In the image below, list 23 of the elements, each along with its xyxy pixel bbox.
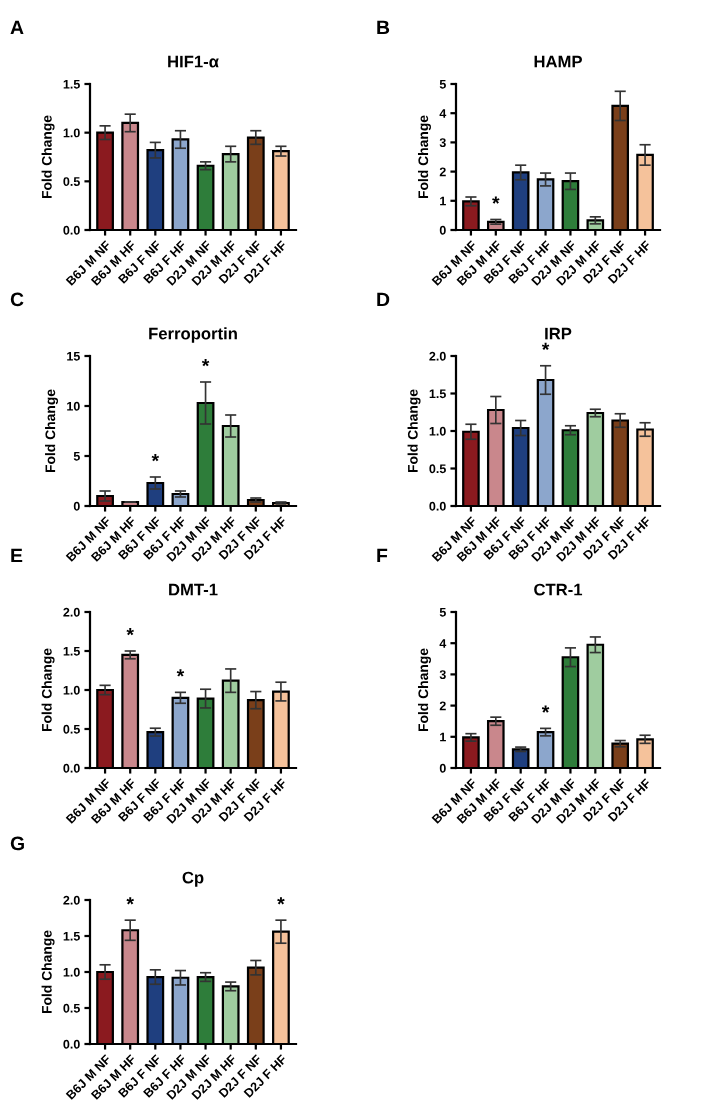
chart-title: CTR-1 xyxy=(534,583,583,596)
text: C xyxy=(10,292,24,307)
text: E xyxy=(11,548,23,563)
annotation: * xyxy=(126,897,134,905)
text: A xyxy=(10,20,24,35)
annotation: * xyxy=(277,897,285,905)
chart-title: DMT-1 xyxy=(169,583,218,596)
chart-title: IRP xyxy=(545,327,572,340)
text: G xyxy=(10,836,24,851)
annotation: * xyxy=(492,196,500,204)
annotation: * xyxy=(541,705,550,713)
annotation: * xyxy=(541,342,550,351)
annotation: * xyxy=(176,669,185,677)
text: B xyxy=(377,20,390,35)
annotation: * xyxy=(126,628,134,636)
chart-title: HIF1-α xyxy=(168,55,219,68)
annotation: * xyxy=(151,454,160,462)
text: F xyxy=(377,548,388,563)
text: D xyxy=(377,292,390,307)
chart-title: Ferroportin xyxy=(149,327,237,343)
chart-title: HAMP xyxy=(534,55,582,68)
chart-title: Cp xyxy=(182,871,204,887)
annotation: * xyxy=(201,359,210,367)
